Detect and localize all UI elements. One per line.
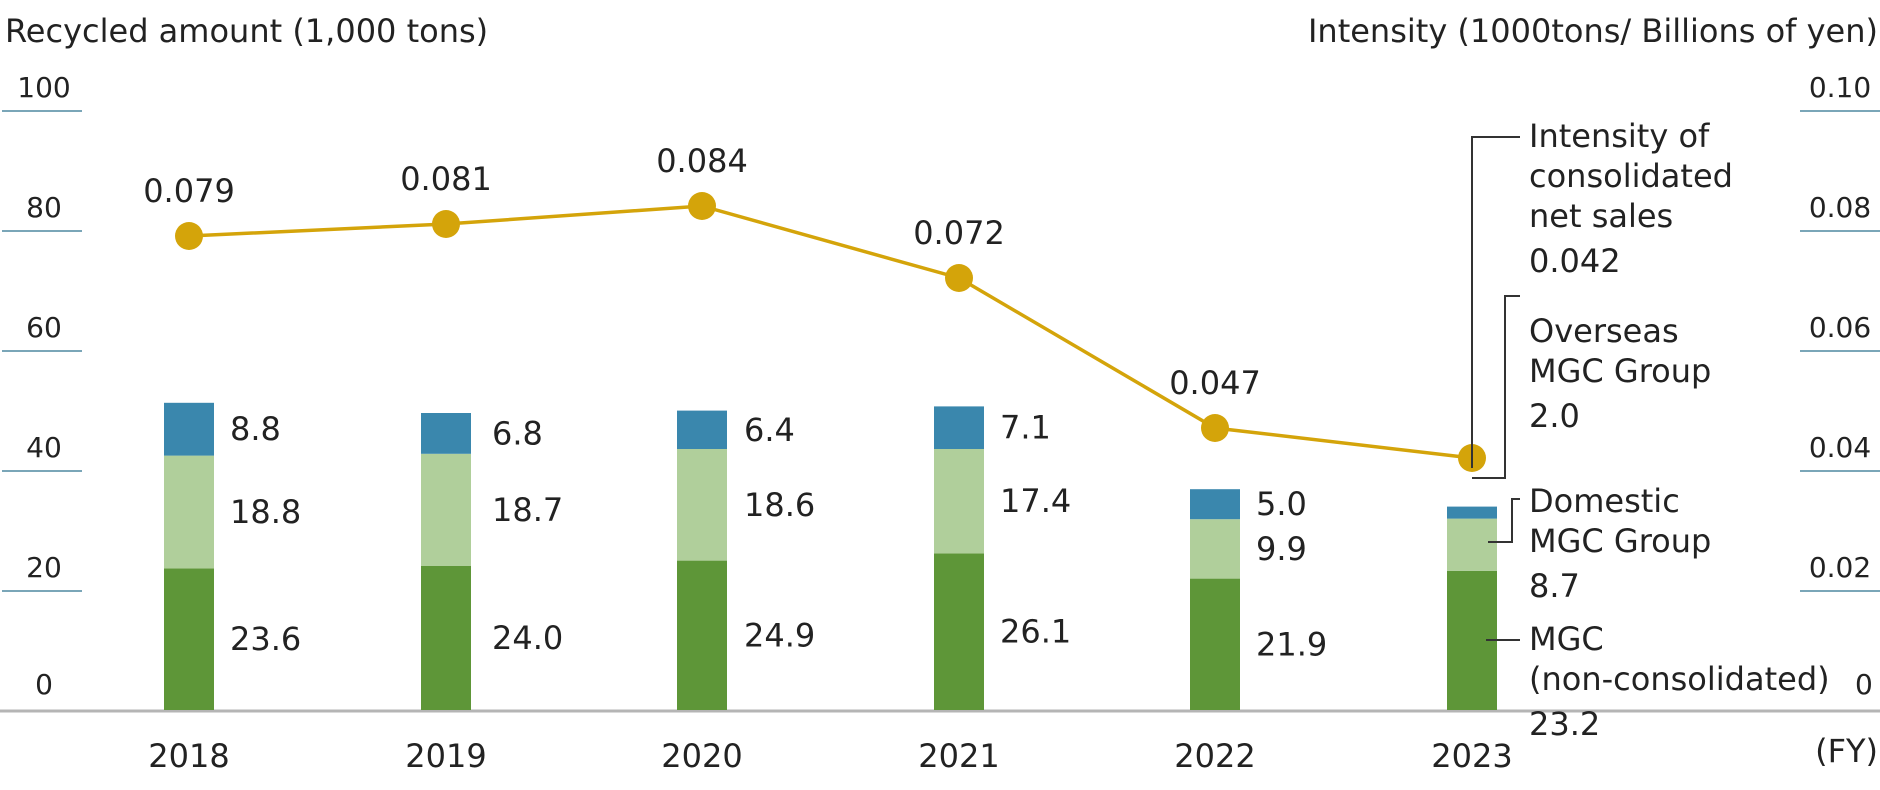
- bar-value-label: 18.8: [230, 493, 301, 531]
- bar-value-label: 18.6: [744, 486, 815, 524]
- right-tick-label: 0.04: [1809, 431, 1871, 464]
- legend-label: (non-consolidated): [1529, 660, 1830, 698]
- bar-value-label: 9.9: [1256, 530, 1307, 568]
- bar-segment-overseas-mgc-group: [421, 413, 471, 454]
- left-tick-label: 100: [17, 71, 70, 104]
- intensity-value-label: 0.079: [143, 172, 235, 210]
- legend-label: MGC Group: [1529, 352, 1711, 390]
- legend-label: MGC Group: [1529, 522, 1711, 560]
- bar-segment-domestic-mgc-group: [1447, 518, 1497, 571]
- bar-segment-mgc-non-consolidated-: [677, 560, 727, 710]
- bar-segment-mgc-non-consolidated-: [1190, 578, 1240, 710]
- gridlines: [0, 110, 1880, 713]
- legend-connector: [1472, 295, 1520, 479]
- bar-value-label: 17.4: [1000, 482, 1071, 520]
- bar-segment-domestic-mgc-group: [677, 449, 727, 561]
- left-tick-label: 40: [26, 431, 62, 464]
- intensity-value-label: 0.047: [1169, 364, 1261, 402]
- bar-value-label: 26.1: [1000, 613, 1071, 651]
- left-tick-label: 60: [26, 311, 62, 344]
- bar-value-label: 21.9: [1256, 625, 1327, 663]
- x-tick-label: 2021: [918, 737, 999, 775]
- legend-connector: [1488, 498, 1520, 543]
- intensity-point: [175, 222, 203, 250]
- right-tick-label: 0: [1855, 668, 1873, 701]
- intensity-value-label: 0.081: [400, 160, 492, 198]
- left-axis-title: Recycled amount (1,000 tons): [5, 12, 488, 50]
- bar-value-label: 5.0: [1256, 485, 1307, 523]
- right-tick-label: 0.02: [1809, 551, 1871, 584]
- legend-connector: [1471, 136, 1520, 468]
- bar-segment-domestic-mgc-group: [934, 449, 984, 554]
- left-tick-label: 20: [26, 551, 62, 584]
- x-tick-label: 2019: [405, 737, 486, 775]
- bar-value-label: 6.4: [744, 411, 795, 449]
- intensity-value-label: 0.072: [913, 214, 1005, 252]
- intensity-line: [175, 136, 1520, 641]
- right-tick-label: 0.10: [1809, 71, 1871, 104]
- bar-value-label: 23.6: [230, 620, 301, 658]
- legend-value: 2.0: [1529, 397, 1580, 435]
- bar-segment-domestic-mgc-group: [164, 455, 214, 569]
- legend-value: 23.2: [1529, 705, 1600, 743]
- legend-label: Overseas: [1529, 312, 1679, 350]
- left-tick-label: 0: [35, 668, 53, 701]
- legend-label: Domestic: [1529, 482, 1680, 520]
- bar-value-label: 6.8: [492, 414, 543, 452]
- right-tick-label: 0.06: [1809, 311, 1871, 344]
- bar-segment-overseas-mgc-group: [1447, 506, 1497, 519]
- intensity-point: [432, 210, 460, 238]
- bar-value-label: 24.0: [492, 619, 563, 657]
- x-tick-label: 2023: [1431, 737, 1512, 775]
- legend-label: consolidated: [1529, 157, 1733, 195]
- bar-segment-domestic-mgc-group: [1190, 519, 1240, 579]
- x-tick-label: 2018: [148, 737, 229, 775]
- intensity-polyline: [188, 204, 1473, 460]
- x-tick-label: 2020: [661, 737, 742, 775]
- bar-segment-overseas-mgc-group: [934, 406, 984, 449]
- bars: [164, 402, 1497, 710]
- intensity-point: [1201, 414, 1229, 442]
- right-tick-label: 0.08: [1809, 191, 1871, 224]
- labels: Recycled amount (1,000 tons) Intensity (1…: [5, 12, 1878, 775]
- right-axis-title: Intensity (1000tons/ Billions of yen): [1308, 12, 1878, 50]
- bar-value-label: 8.8: [230, 410, 281, 448]
- bar-segment-domestic-mgc-group: [421, 453, 471, 566]
- bar-value-label: 24.9: [744, 616, 815, 654]
- bar-segment-mgc-non-consolidated-: [934, 553, 984, 710]
- intensity-value-label: 0.084: [656, 142, 748, 180]
- left-tick-label: 80: [26, 191, 62, 224]
- x-tick-label: 2022: [1174, 737, 1255, 775]
- bar-segment-mgc-non-consolidated-: [164, 568, 214, 710]
- intensity-point: [688, 192, 716, 220]
- legend-label: net sales: [1529, 197, 1673, 235]
- bar-value-label: 7.1: [1000, 409, 1051, 447]
- x-unit-label: (FY): [1815, 732, 1878, 770]
- intensity-point: [945, 264, 973, 292]
- bar-segment-overseas-mgc-group: [1190, 489, 1240, 520]
- legend-value: 0.042: [1529, 242, 1621, 280]
- bar-value-label: 18.7: [492, 491, 563, 529]
- legend-label: MGC: [1529, 620, 1604, 658]
- bar-segment-overseas-mgc-group: [677, 410, 727, 449]
- bar-segment-overseas-mgc-group: [164, 402, 214, 456]
- legend-value: 8.7: [1529, 567, 1580, 605]
- bar-segment-mgc-non-consolidated-: [421, 566, 471, 710]
- legend-label: Intensity of: [1529, 117, 1710, 155]
